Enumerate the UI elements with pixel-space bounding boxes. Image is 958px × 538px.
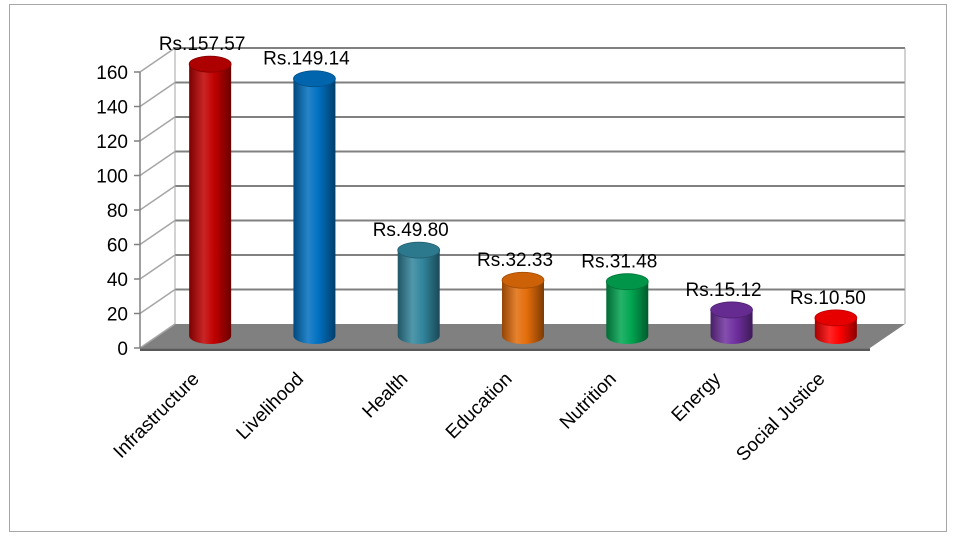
y-tick-label: 0 [117,339,128,360]
chart-frame [9,4,947,532]
bar-top [293,70,336,88]
bar-social-justice [814,309,858,344]
bar-energy [710,301,753,344]
data-label: Rs.32.33 [477,250,553,271]
bar-body [293,78,336,345]
bar-health [397,241,441,344]
bar-top [710,301,753,319]
data-label: Rs.49.80 [373,220,449,241]
side-wall-line [139,185,176,211]
category-label: Energy [668,368,726,426]
data-label: Rs.149.14 [263,49,350,70]
bar-nutrition [605,273,649,344]
y-tick-label: 60 [107,236,128,257]
y-axis-ticks: 0 20 40 60 80 100 120 140 160 [96,63,140,360]
side-wall-line [139,323,176,349]
category-label: Education [442,369,517,444]
data-labels: Rs.157.57 Rs.149.14 Rs.49.80 Rs.32.33 Rs.31.… [159,34,866,309]
bar-body [189,64,232,345]
category-label: Nutrition [556,369,621,434]
data-label: Rs.157.57 [159,34,246,55]
bar-top [397,241,441,259]
bar-body [502,280,544,344]
bar-top [188,55,232,73]
bar-body [710,309,753,344]
y-tick-label: 120 [96,132,128,153]
y-tick-label: 100 [96,167,128,188]
side-wall-line [139,47,176,73]
bar-education [501,271,545,344]
data-label: Rs.31.48 [581,252,657,273]
bar-body [606,281,649,344]
data-label: Rs.10.50 [790,288,866,309]
bars [188,55,858,345]
bar-top [501,271,545,289]
side-wall-line [139,150,176,177]
side-wall-line [139,116,176,142]
side-wall-line [139,254,176,280]
side-wall-line [139,219,176,246]
data-label: Rs.15.12 [686,280,762,301]
category-label: Infrastructure [110,369,204,463]
category-label: Social Justice [732,369,829,466]
bar-top [814,309,858,327]
category-label: Health [359,369,413,423]
side-wall-line [139,81,176,108]
y-tick-label: 40 [107,270,128,291]
x-axis-categories: Infrastructure Livelihood Health Education N… [110,368,830,465]
y-tick-label: 140 [96,98,128,119]
bar-infrastructure [188,55,232,345]
side-wall-line [139,288,176,315]
y-tick-label: 20 [107,305,128,326]
bar-body [397,250,440,344]
bar-top [605,273,649,291]
y-tick-label: 160 [96,63,128,84]
bar-livelihood [293,70,336,345]
category-label: Livelihood [233,369,308,444]
y-tick-label: 80 [107,201,128,222]
